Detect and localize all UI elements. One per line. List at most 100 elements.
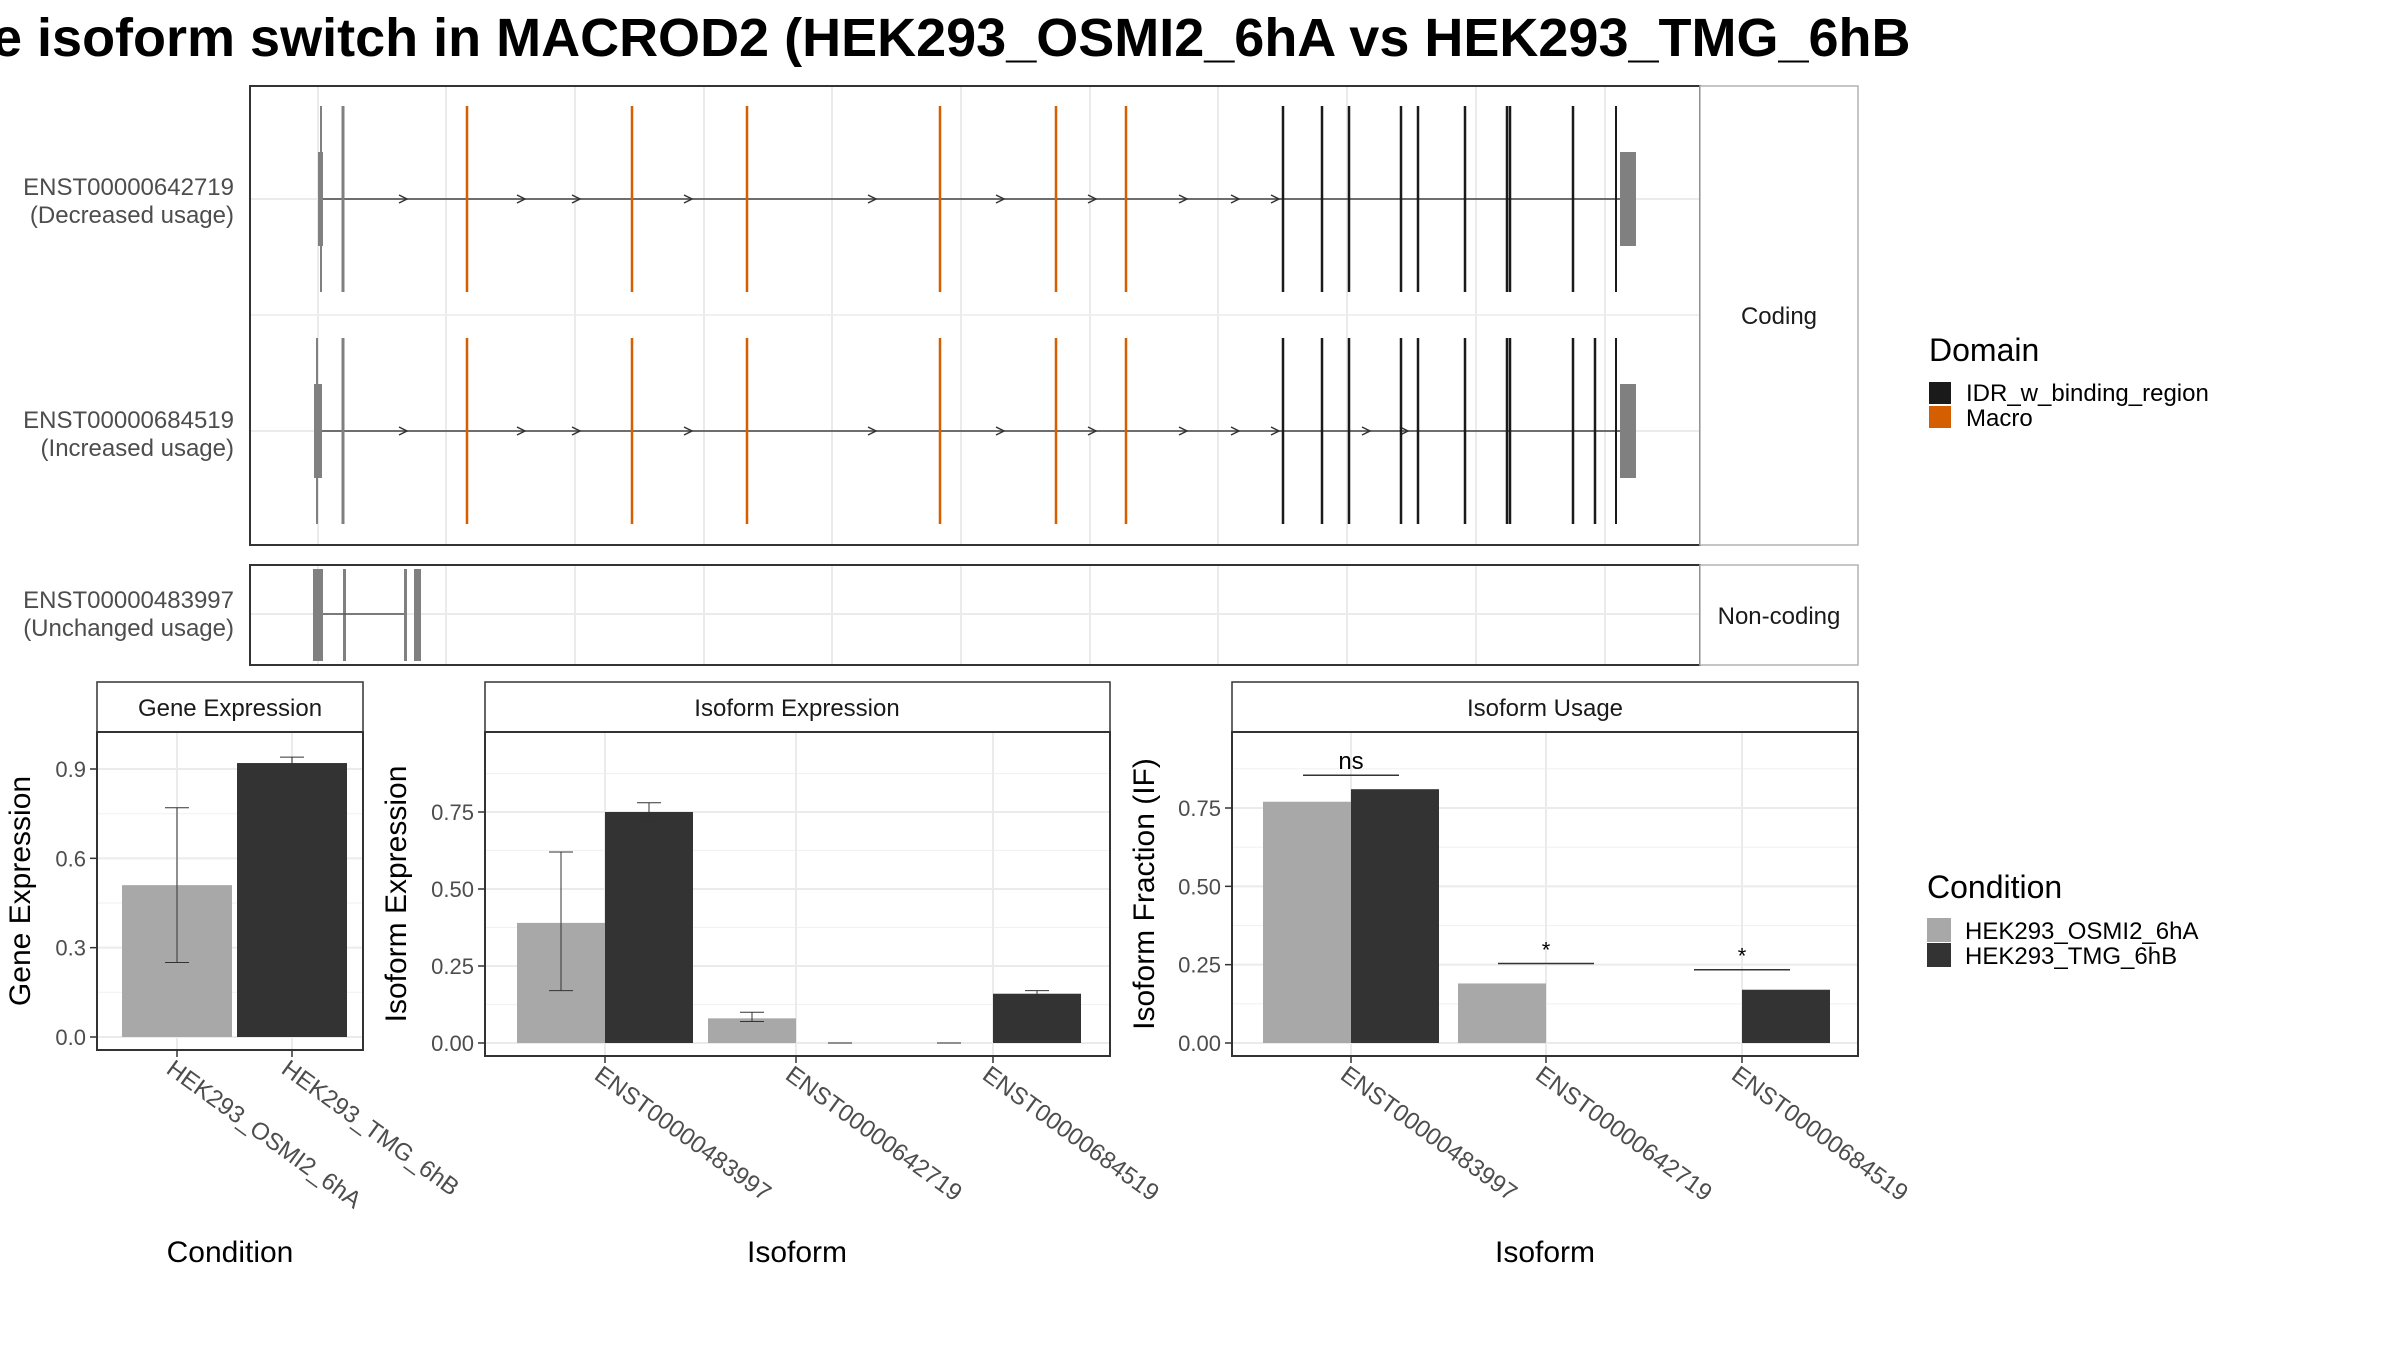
transcript-label-642719-usage: (Decreased usage) [30, 202, 234, 229]
bar-hek293-osmi2-6ha [1263, 801, 1351, 1043]
y-tick-label: 0.6 [55, 846, 86, 871]
isoform-usage-strip [1231, 681, 1859, 733]
utr-exon-3prime [1620, 384, 1636, 478]
significance-label: * [1542, 937, 1551, 962]
y-tick-label: 0.3 [55, 936, 86, 961]
transcript-label-483997-id: ENST00000483997 [23, 587, 234, 614]
bar-hek293-tmg-6hb [1742, 989, 1830, 1043]
x-tick-label: ENST00000642719 [780, 1061, 966, 1207]
domain-legend: Domain IDR_w_binding_region Macro [1929, 332, 2209, 432]
transcript-label-684519-id: ENST00000684519 [23, 407, 234, 434]
noncoding-exon [404, 569, 407, 661]
condition-legend-label-b: HEK293_TMG_6hB [1965, 943, 2177, 970]
strand-arrow [1230, 194, 1241, 204]
significance-label: ns [1338, 748, 1363, 775]
strand-arrow [1087, 426, 1098, 436]
strand-arrow [995, 426, 1006, 436]
y-tick-label: 0.25 [431, 954, 474, 979]
strand-arrow [1230, 426, 1241, 436]
strand-arrow [1178, 426, 1189, 436]
transcript-label-483997-usage: (Unchanged usage) [23, 615, 234, 642]
y-tick-label: 0.00 [1178, 1031, 1221, 1056]
y-tick-label: 0.0 [55, 1025, 86, 1050]
x-tick-label: HEK293_OSMI2_6hA [161, 1055, 366, 1214]
figure-title: e isoform switch in MACROD2 (HEK293_OSMI… [0, 8, 1911, 68]
x-tick-label: ENST00000684519 [1726, 1061, 1912, 1207]
isoform-expression-plot-border [484, 731, 1111, 1057]
bar-hek293-osmi2-6ha [708, 1018, 796, 1043]
isoform-expression-ylabel: Isoform Expression [380, 766, 413, 1023]
y-tick-label: 0.00 [431, 1031, 474, 1056]
strand-arrow [683, 426, 694, 436]
strand-arrow [1399, 426, 1410, 436]
strand-arrow [867, 194, 878, 204]
y-tick-label: 0.25 [1178, 953, 1221, 978]
isoform-expression-strip-title: Isoform Expression [694, 695, 899, 722]
y-tick-label: 0.75 [1178, 796, 1221, 821]
strand-arrow [1270, 426, 1281, 436]
strand-arrow [1178, 194, 1189, 204]
strand-arrow [398, 194, 409, 204]
domain-legend-swatch-idr [1929, 382, 1951, 404]
strand-arrow [1361, 426, 1372, 436]
facet-strip-noncoding [1699, 564, 1859, 666]
condition-legend-label-a: HEK293_OSMI2_6hA [1965, 918, 2198, 945]
strand-arrow [398, 426, 409, 436]
strand-arrow [1270, 194, 1281, 204]
isoform-expression-panel: Isoform Expression 0.00 0.25 0.50 0.75 ENST0… [380, 681, 1164, 1269]
isoform-expression-xlabel: Isoform [747, 1236, 847, 1269]
domain-legend-label-macro: Macro [1966, 405, 2033, 432]
gene-expression-xlabel: Condition [167, 1236, 294, 1269]
isoform-usage-plot-border [1231, 731, 1859, 1057]
bar-hek293-tmg-6hb [237, 763, 347, 1037]
x-tick-label: ENST00000483997 [1335, 1061, 1521, 1207]
gene-expression-strip-title: Gene Expression [138, 695, 322, 722]
y-tick-label: 0.75 [431, 800, 474, 825]
y-tick-label: 0.9 [55, 757, 86, 782]
x-tick-label: ENST00000483997 [589, 1061, 775, 1207]
condition-legend: Condition HEK293_OSMI2_6hA HEK293_TMG_6h… [1927, 869, 2198, 970]
gene-expression-strip [96, 681, 364, 733]
domain-legend-label-idr: IDR_w_binding_region [1966, 380, 2209, 407]
noncoding-exon [414, 569, 421, 661]
domain-legend-swatch-macro [1929, 406, 1951, 428]
condition-legend-swatch-b [1927, 943, 1951, 967]
isoform-usage-panel: Isoform Usage 0.00 0.25 0.50 0.75 ns * * ENST00… [1128, 681, 1913, 1269]
condition-legend-swatch-a [1927, 918, 1951, 942]
strand-arrow [995, 194, 1006, 204]
y-tick-label: 0.50 [431, 877, 474, 902]
y-tick-label: 0.50 [1178, 874, 1221, 899]
noncoding-exon [313, 569, 323, 661]
strand-arrow [516, 426, 527, 436]
x-tick-label: ENST00000642719 [1530, 1061, 1716, 1207]
noncoding-panel-grid [250, 565, 1700, 665]
gene-expression-ylabel: Gene Expression [4, 776, 37, 1006]
isoform-usage-strip-title: Isoform Usage [1467, 695, 1623, 722]
x-tick-label: ENST00000684519 [977, 1061, 1163, 1207]
transcript-structure: Coding Non-coding ENST00000642719 (Decre… [23, 85, 1859, 666]
strand-arrow [516, 194, 527, 204]
strand-arrow [683, 194, 694, 204]
coding-panel-content [314, 106, 1636, 524]
utr-exon-3prime [1620, 152, 1636, 246]
isoform-usage-ylabel: Isoform Fraction (IF) [1128, 758, 1161, 1030]
bar-hek293-tmg-6hb [605, 812, 693, 1043]
transcript-label-684519-usage: (Increased usage) [41, 435, 234, 462]
isoform-usage-xlabel: Isoform [1495, 1236, 1595, 1269]
strand-arrow [1087, 194, 1098, 204]
transcript-label-642719-id: ENST00000642719 [23, 174, 234, 201]
facet-label-coding: Coding [1741, 303, 1817, 330]
noncoding-exon [343, 569, 346, 661]
strand-arrow [571, 426, 582, 436]
noncoding-panel-content [313, 569, 421, 661]
gene-expression-plot-border [96, 731, 364, 1051]
bar-hek293-tmg-6hb [1351, 789, 1439, 1043]
bar-hek293-tmg-6hb [993, 993, 1081, 1043]
strand-arrow [571, 194, 582, 204]
condition-legend-title: Condition [1927, 869, 2062, 905]
strand-arrow [867, 426, 878, 436]
significance-label: * [1738, 944, 1747, 969]
